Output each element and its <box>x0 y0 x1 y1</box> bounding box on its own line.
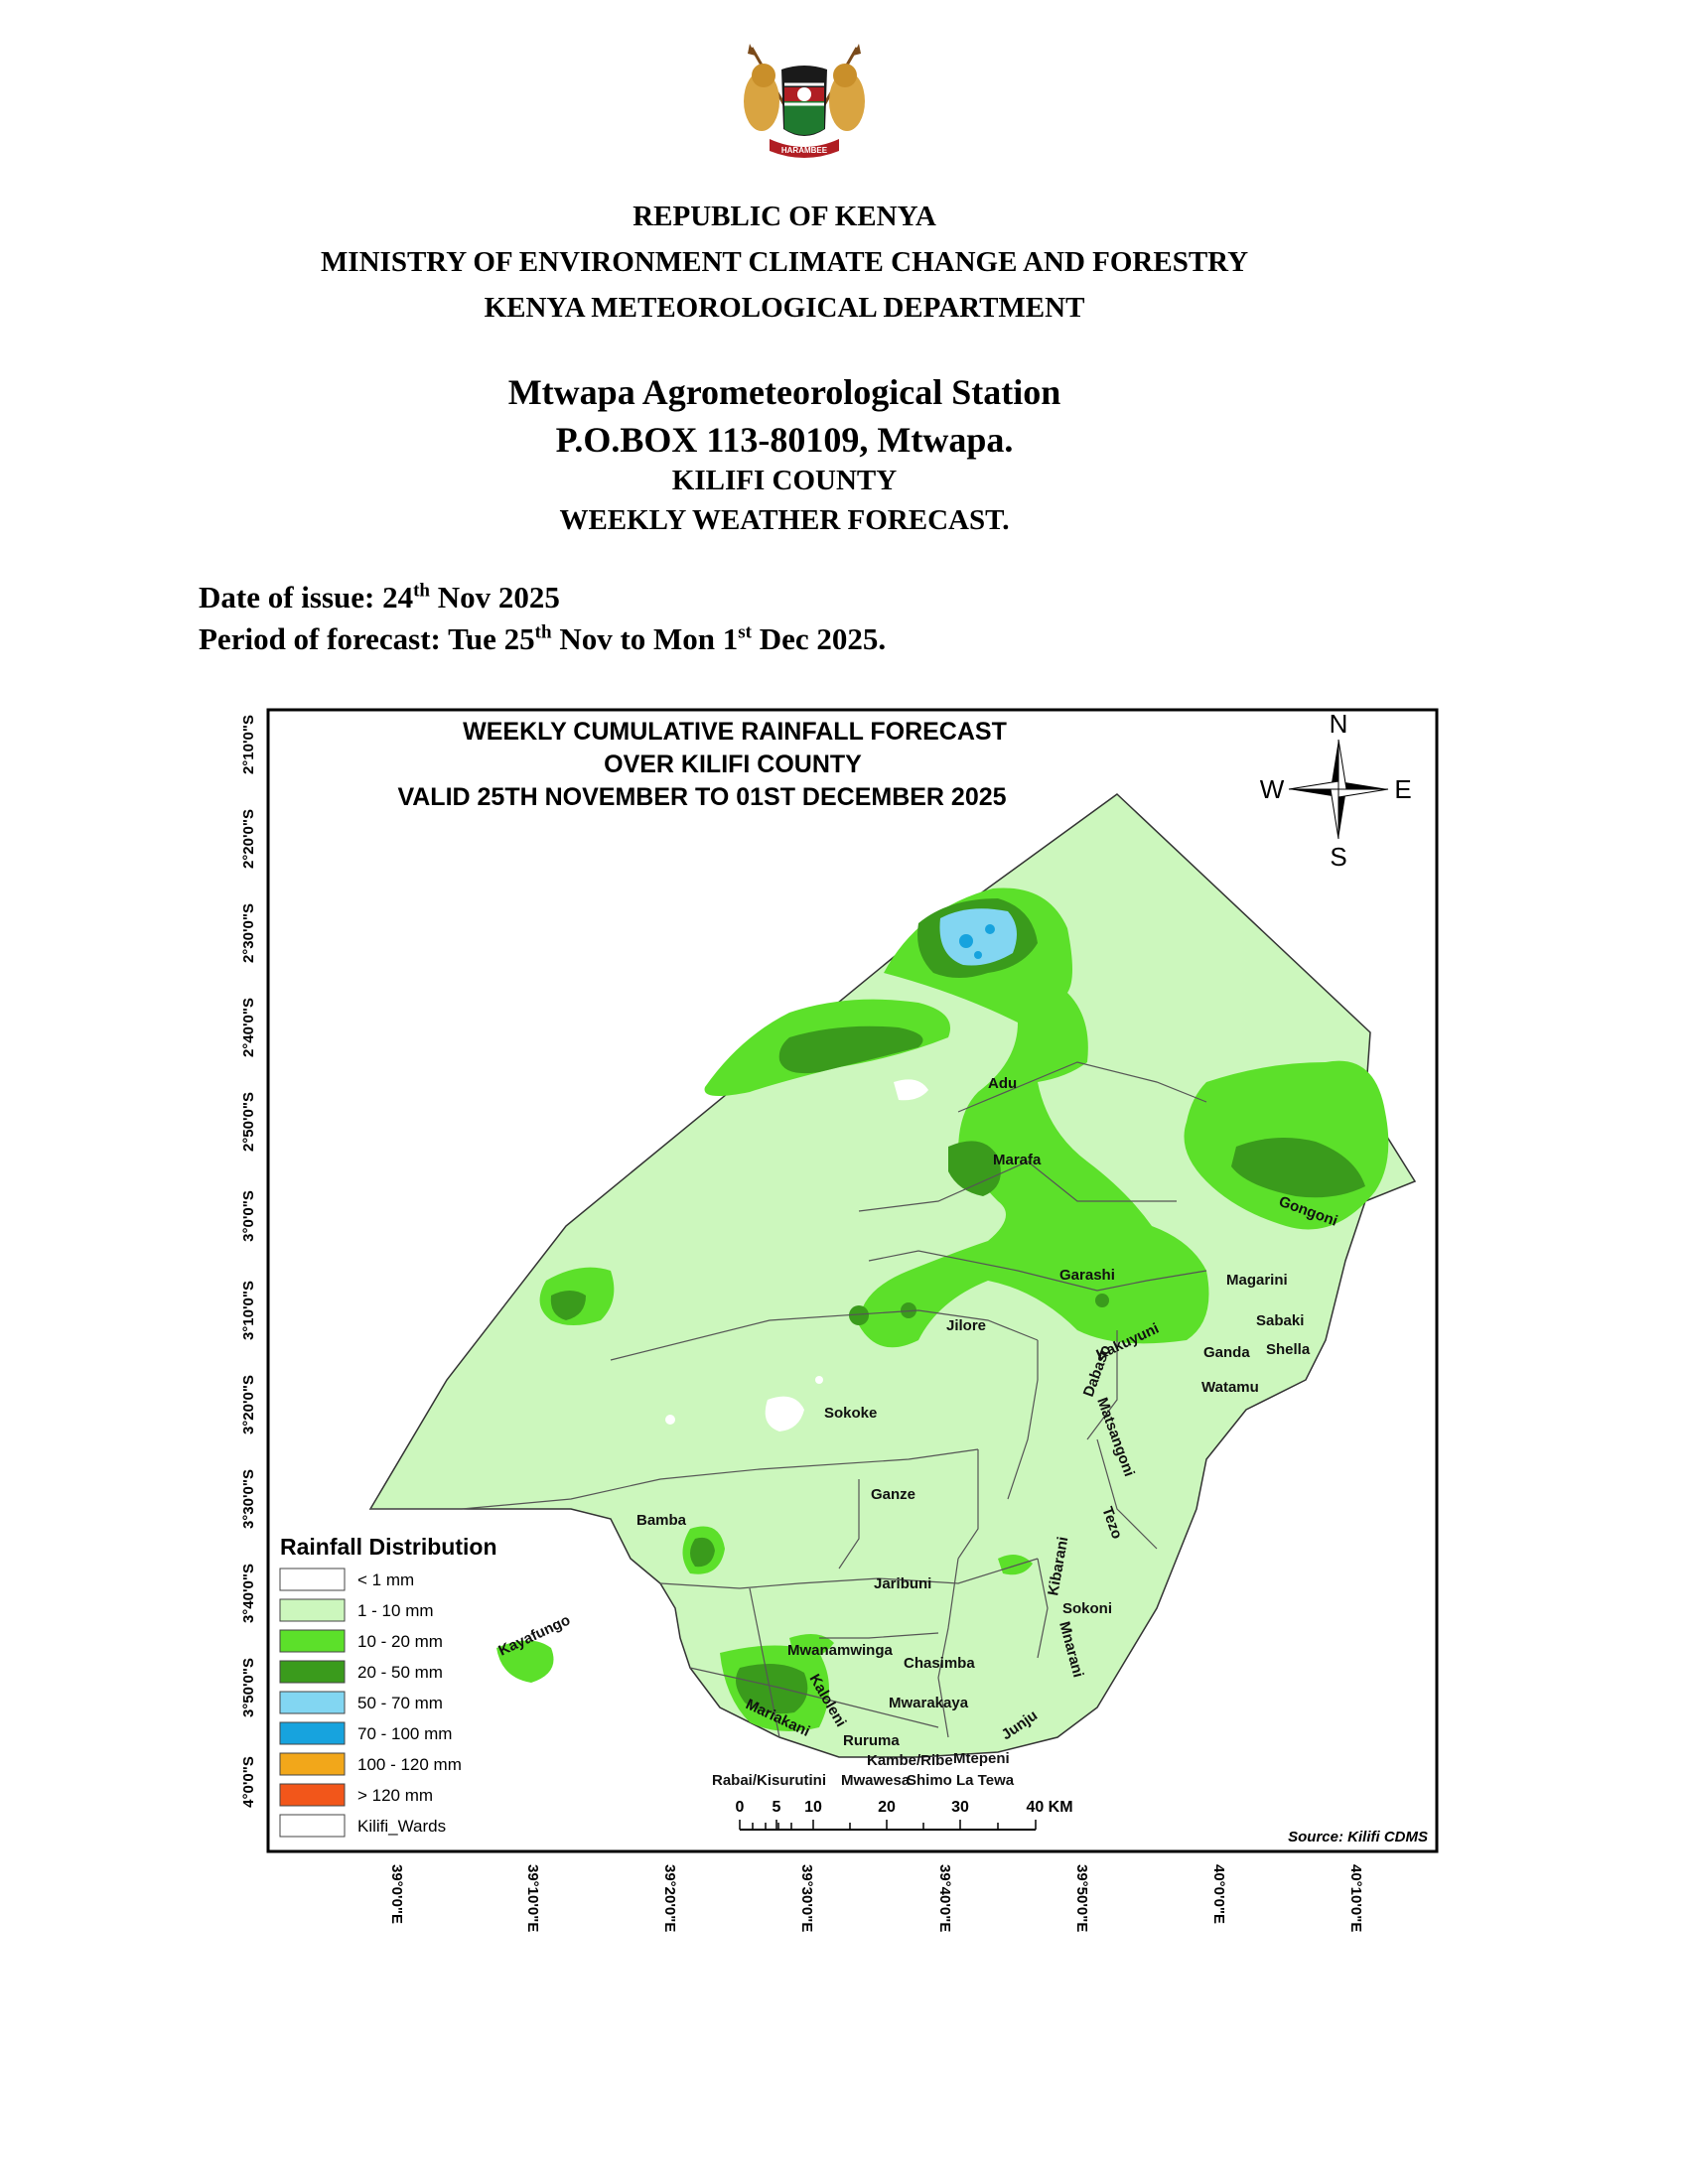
lon-tick: 39°30'0"E <box>798 1864 815 1932</box>
lat-tick: 2°10'0"S <box>240 715 257 774</box>
header-department: KENYA METEOROLOGICAL DEPARTMENT <box>484 292 1085 324</box>
station-county: KILIFI COUNTY <box>671 465 898 496</box>
compass-rose-icon: N S E W <box>1260 709 1412 872</box>
ward-label: Garashi <box>1059 1267 1115 1284</box>
product-title: WEEKLY WEATHER FORECAST. <box>559 504 1010 536</box>
ward-boundaries <box>370 1061 1207 1738</box>
legend-label: 20 - 50 mm <box>357 1663 443 1682</box>
ward-label: Magarini <box>1226 1272 1288 1289</box>
ward-label: Sokoni <box>1062 1600 1112 1617</box>
lat-tick: 2°20'0"S <box>240 809 257 869</box>
rainfall-70-100mm-spots <box>959 924 995 959</box>
legend-swatch <box>279 1629 346 1653</box>
ward-label: Watamu <box>1201 1379 1259 1396</box>
kilifi-county-base <box>368 793 1417 1758</box>
lon-tick: 40°10'0"E <box>1347 1864 1364 1932</box>
station-address: P.O.BOX 113-80109, Mtwapa. <box>555 420 1014 460</box>
legend-swatch <box>279 1783 346 1807</box>
lat-tick: 3°20'0"S <box>240 1375 257 1434</box>
legend-title: Rainfall Distribution <box>280 1534 497 1560</box>
scale-bar: 0 5 10 20 30 40 KM <box>736 1799 1073 1831</box>
map-source: Source: Kilifi CDMS <box>1288 1829 1428 1845</box>
longitude-axis: 39°0'0"E 39°10'0"E 39°20'0"E 39°30'0"E 3… <box>388 1864 1364 1932</box>
svg-text:W: W <box>1260 774 1285 804</box>
ward-label: Rabai/Kisurutini <box>712 1772 826 1789</box>
lon-tick: 39°50'0"E <box>1073 1864 1090 1932</box>
lon-tick: 39°0'0"E <box>388 1864 405 1924</box>
lat-tick: 3°0'0"S <box>240 1190 257 1242</box>
kenya-coat-of-arms-emblem: HARAMBEE <box>744 44 865 158</box>
ward-label: Marafa <box>993 1152 1042 1168</box>
ward-label: Chasimba <box>904 1655 975 1672</box>
legend-swatch <box>279 1660 346 1684</box>
legend-swatch <box>279 1598 346 1622</box>
svg-text:S: S <box>1330 842 1346 872</box>
lat-tick: 4°0'0"S <box>240 1756 257 1808</box>
lon-tick: 40°0'0"E <box>1210 1864 1227 1924</box>
svg-text:N: N <box>1330 709 1348 739</box>
legend-label: 100 - 120 mm <box>357 1755 462 1774</box>
ward-label: Mtepeni <box>953 1750 1010 1767</box>
scale-label: 40 KM <box>1026 1799 1072 1816</box>
ward-label: Jaribuni <box>874 1575 931 1592</box>
ward-label: Adu <box>988 1075 1017 1092</box>
ward-label: Shella <box>1266 1341 1311 1358</box>
ward-label: Mwawesa <box>841 1772 911 1789</box>
period-of-forecast: Period of forecast: Tue 25th Nov to Mon … <box>199 621 887 656</box>
scale-label: 30 <box>951 1799 969 1816</box>
scale-label: 10 <box>804 1799 822 1816</box>
ward-label: Sokoke <box>824 1405 877 1422</box>
ward-label: Ganze <box>871 1486 915 1503</box>
lat-tick: 3°50'0"S <box>240 1658 257 1717</box>
lat-tick: 3°40'0"S <box>240 1564 257 1623</box>
ward-label: Ruruma <box>843 1732 900 1749</box>
legend-label: 10 - 20 mm <box>357 1632 443 1651</box>
ward-label: Mwarakaya <box>889 1695 969 1711</box>
lat-tick: 2°50'0"S <box>240 1092 257 1152</box>
legend-swatch <box>279 1721 346 1745</box>
svg-text:E: E <box>1394 774 1411 804</box>
svg-text:OVER KILIFI COUNTY: OVER KILIFI COUNTY <box>604 751 862 778</box>
rainfall-forecast-map: 2°10'0"S 2°20'0"S 2°30'0"S 2°40'0"S 2°50… <box>240 708 1439 1932</box>
scale-label: 0 <box>736 1799 745 1816</box>
legend-label: 50 - 70 mm <box>357 1694 443 1712</box>
header-republic: REPUBLIC OF KENYA <box>633 201 936 232</box>
ward-label: Shimo La Tewa <box>907 1772 1015 1789</box>
lon-tick: 39°40'0"E <box>936 1864 953 1932</box>
svg-text:VALID 25TH NOVEMBER TO 01ST DE: VALID 25TH NOVEMBER TO 01ST DECEMBER 202… <box>397 783 1006 811</box>
rainfall-legend: Rainfall Distribution < 1 mm 1 - 10 mm 10 … <box>279 1534 497 1838</box>
lat-tick: 3°30'0"S <box>240 1469 257 1529</box>
date-of-issue: Date of issue: 24th Nov 2025 <box>199 580 560 614</box>
header-ministry: MINISTRY OF ENVIRONMENT CLIMATE CHANGE A… <box>320 246 1249 278</box>
legend-label: Kilifi_Wards <box>357 1817 446 1836</box>
svg-text:HARAMBEE: HARAMBEE <box>781 146 828 155</box>
legend-label: 70 - 100 mm <box>357 1724 452 1743</box>
lat-tick: 2°30'0"S <box>240 903 257 963</box>
legend-label: > 120 mm <box>357 1786 433 1805</box>
legend-swatch <box>279 1814 346 1838</box>
scale-label: 20 <box>878 1799 896 1816</box>
map-title: WEEKLY CUMULATIVE RAINFALL FORECAST OVER… <box>397 718 1006 811</box>
lat-tick: 2°40'0"S <box>240 998 257 1057</box>
ward-label: Jilore <box>946 1317 986 1334</box>
lon-tick: 39°10'0"E <box>524 1864 541 1932</box>
ward-label: Mwanamwinga <box>787 1642 894 1659</box>
lat-tick: 3°10'0"S <box>240 1281 257 1340</box>
rainfall-below-1mm-patches <box>665 1079 928 1432</box>
rainfall-50-70mm-zone <box>939 908 1017 966</box>
ward-label: Bamba <box>636 1512 687 1529</box>
legend-swatch <box>279 1752 346 1776</box>
legend-label: 1 - 10 mm <box>357 1601 434 1620</box>
ward-label: Ganda <box>1203 1344 1250 1361</box>
legend-swatch <box>279 1691 346 1714</box>
latitude-axis: 2°10'0"S 2°20'0"S 2°30'0"S 2°40'0"S 2°50… <box>240 715 257 1808</box>
ward-label: Kambe/Ribe <box>867 1752 953 1769</box>
lon-tick: 39°20'0"E <box>661 1864 678 1932</box>
station-name: Mtwapa Agrometeorological Station <box>507 372 1061 412</box>
legend-label: < 1 mm <box>357 1570 414 1589</box>
ward-label: Sabaki <box>1256 1312 1304 1329</box>
svg-text:WEEKLY CUMULATIVE RAINFALL FOR: WEEKLY CUMULATIVE RAINFALL FORECAST <box>463 718 1007 746</box>
scale-label: 5 <box>773 1799 781 1816</box>
legend-swatch <box>279 1568 346 1591</box>
